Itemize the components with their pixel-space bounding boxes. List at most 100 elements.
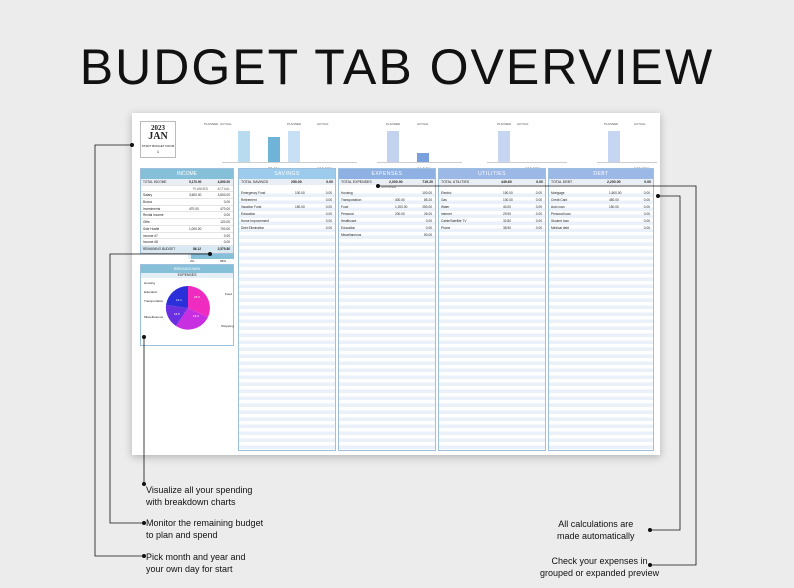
mini-actual-label: ACTUAL [517,122,529,126]
row-actual[interactable]: 470.00 [220,206,230,211]
month-value[interactable]: JAN [148,131,168,142]
expenses-row[interactable]: Housing 100.00 [339,190,435,197]
income-row[interactable]: Income #7 0.00 [141,233,233,240]
row-actual[interactable]: 0.00 [325,198,332,202]
savings-row[interactable]: Retirement 0.00 [239,197,335,204]
row-label: Mortgage [551,191,565,195]
row-actual[interactable]: 100.00 [422,191,432,195]
income-row[interactable]: Investments 470.00 470.00 [141,206,233,213]
row-planned[interactable]: 470.00 [189,206,199,211]
row-actual[interactable]: 0.00 [535,212,542,216]
utilities-row[interactable]: Internet 29.90 0.00 [439,211,545,218]
row-actual[interactable]: 0.00 [643,226,650,230]
row-planned[interactable]: 200.00 [395,212,405,216]
row-planned[interactable]: 400.00 [395,198,405,202]
date-selector[interactable]: 2023 JAN START BUDGET FROM 1 [140,121,176,158]
income-row[interactable]: Income #8 0.00 [141,239,233,246]
income-row[interactable]: Side Hustle 1,000.00 700.00 [141,226,233,233]
row-actual[interactable]: 26.00 [424,212,432,216]
year-value[interactable]: 2023 [151,124,165,132]
row-actual[interactable]: 0.00 [643,219,650,223]
row-planned[interactable]: 1,200.00 [395,205,408,209]
row-label: Education [241,212,256,216]
debt-row[interactable]: Personal loan 0.00 [549,211,653,218]
expenses-row[interactable]: Personal 200.00 26.00 [339,211,435,218]
savings-row[interactable]: Emergency Fund 100.00 0.00 [239,190,335,197]
income-row[interactable]: Rental Income 0.00 [141,212,233,220]
utilities-header: UTILITIES [439,169,545,179]
row-actual[interactable]: 0.00 [425,219,432,223]
row-actual[interactable]: 0.00 [223,233,230,238]
row-actual[interactable]: 0.00 [223,213,230,218]
row-actual[interactable]: 0.00 [535,226,542,230]
row-planned[interactable]: 1,000.00 [189,226,202,231]
row-label: Investments [143,206,161,211]
row-actual[interactable]: 0.00 [535,191,542,195]
row-planned[interactable]: 150.00 [503,191,513,195]
savings-row[interactable]: Home Improvement 0.00 [239,218,335,225]
row-planned[interactable]: 1,600.00 [609,191,622,195]
debt-row[interactable]: Mortgage 1,600.00 0.00 [549,190,653,197]
row-actual[interactable]: 0.00 [325,205,332,209]
row-actual[interactable]: 700.00 [220,226,230,231]
row-planned[interactable]: 32.80 [503,219,511,223]
savings-row[interactable]: Debt Elimination 0.00 [239,225,335,232]
row-actual[interactable]: 0.00 [535,198,542,202]
row-actual[interactable]: 0.00 [535,219,542,223]
row-actual[interactable]: 0.00 [325,219,332,223]
row-actual[interactable]: 0.00 [643,198,650,202]
row-planned[interactable]: 100.00 [295,191,305,195]
income-row[interactable]: Gifts 120.00 [141,219,233,226]
savings-row[interactable]: Vacation Fund 150.00 0.00 [239,204,335,211]
remaining-percent-b: 98% [220,259,227,263]
debt-row[interactable]: Student loan 0.00 [549,218,653,225]
utilities-row[interactable]: Water 40.00 0.00 [439,204,545,211]
savings-row[interactable]: Education 0.00 [239,211,335,218]
income-total-label: TOTAL INCOME [143,180,167,184]
row-planned[interactable]: 150.00 [609,205,619,209]
utilities-row[interactable]: Phone 38.90 0.00 [439,225,545,232]
connector-dot [130,143,134,147]
expenses-row[interactable]: Education 0.00 [339,225,435,232]
row-actual[interactable]: 120.00 [220,220,230,225]
row-planned[interactable]: 450.00 [609,198,619,202]
expenses-row[interactable]: Healthcare 0.00 [339,218,435,225]
debt-row[interactable]: Credit Card 450.00 0.00 [549,197,653,204]
start-day-value[interactable]: 1 [156,149,160,154]
row-planned[interactable]: 29.90 [503,212,511,216]
row-planned[interactable]: 38.90 [503,226,511,230]
row-actual[interactable]: 0.00 [223,240,230,245]
row-planned[interactable]: 150.00 [295,205,305,209]
expenses-row[interactable]: Food 1,200.00 250.00 [339,204,435,211]
row-actual[interactable]: 0.00 [325,212,332,216]
expenses-row[interactable]: Transportation 400.00 85.20 [339,197,435,204]
row-actual[interactable]: 0.00 [643,191,650,195]
income-row[interactable]: Salary 3,600.00 3,600.00 [141,192,233,200]
row-planned[interactable]: 100.00 [503,198,513,202]
income-row[interactable]: Bonus 0.00 [141,199,233,206]
mini-planned-label: PLANNED [204,122,219,126]
pie-value: 25.6 [194,295,200,299]
row-actual[interactable]: 250.00 [422,205,432,209]
grouped-label[interactable]: GROUPED [381,185,397,189]
utilities-row[interactable]: Cable/Satellite TV 32.80 0.00 [439,218,545,225]
utilities-row[interactable]: Gas 100.00 0.00 [439,197,545,204]
row-actual[interactable]: 0.00 [425,226,432,230]
row-actual[interactable]: 85.20 [424,198,432,202]
row-actual[interactable]: 50.00 [424,233,432,237]
debt-row[interactable]: Medical debt 0.00 [549,225,653,232]
debt-total-row: TOTAL DEBT 2,200.00 0.00 [549,179,653,185]
row-planned[interactable]: 40.00 [503,205,511,209]
row-actual[interactable]: 3,600.00 [217,193,230,198]
row-actual[interactable]: 0.00 [325,226,332,230]
row-actual[interactable]: 0.00 [535,205,542,209]
mini-planned-label: PLANNED [497,122,512,126]
row-actual[interactable]: 0.00 [223,200,230,205]
utilities-row[interactable]: Electric 150.00 0.00 [439,190,545,197]
row-actual[interactable]: 0.00 [643,205,650,209]
row-actual[interactable]: 0.00 [325,191,332,195]
debt-row[interactable]: Auto loan 150.00 0.00 [549,204,653,211]
row-actual[interactable]: 0.00 [643,212,650,216]
row-planned[interactable]: 3,600.00 [189,193,202,198]
expenses-row[interactable]: Miscellaneous 50.00 [339,232,435,239]
